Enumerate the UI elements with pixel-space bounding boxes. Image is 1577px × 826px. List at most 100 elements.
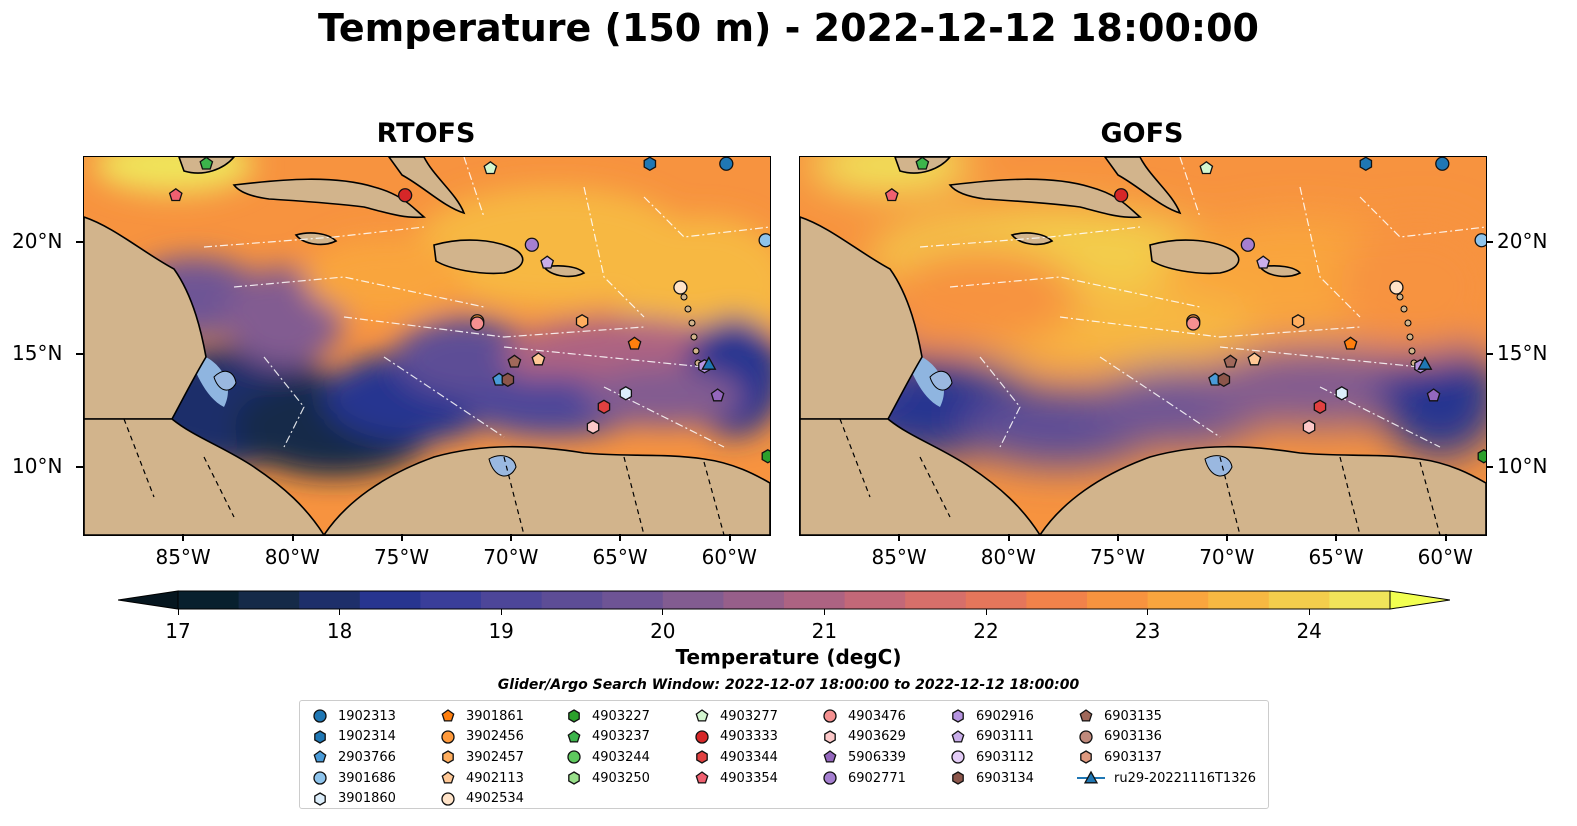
colorbar-tick-mark (339, 609, 341, 615)
legend-label: 2903766 (338, 749, 396, 765)
obs-marker-1902314 (643, 157, 657, 172)
south-america-land (1039, 445, 1486, 535)
colorbar-tick-label: 18 (326, 619, 353, 643)
island (688, 319, 696, 327)
obs-marker-3901686 (1474, 233, 1486, 248)
puerto-rico-land (1258, 265, 1302, 278)
legend-marker-icon (824, 730, 836, 744)
legend-marker-icon (567, 750, 581, 765)
obs-marker-ru29-20221116T1326 (1417, 356, 1433, 370)
colorbar-swatch (1087, 591, 1149, 609)
legend-label: 6903137 (1104, 749, 1162, 765)
legend-marker (1080, 750, 1092, 765)
legend-item: 6902771 (820, 768, 906, 789)
legend-label: 4903629 (848, 729, 906, 745)
legend-marker (951, 750, 965, 765)
obs-marker-5906339 (1426, 388, 1441, 402)
island (1404, 319, 1412, 327)
lat-tick-mark (1486, 353, 1493, 355)
eez-boundary (1299, 186, 1361, 318)
rtofs-map-panel[interactable] (83, 156, 771, 536)
legend-label: 3901861 (466, 708, 524, 724)
legend-marker-icon (442, 750, 454, 765)
temperature-blob (584, 367, 744, 427)
legend-item: 6903112 (948, 747, 1034, 768)
eez-boundary (263, 356, 305, 448)
obs-marker-6902771 (1240, 237, 1256, 252)
legend-marker (568, 709, 580, 724)
country-border (839, 418, 871, 498)
gofs-map-panel[interactable] (799, 156, 1487, 536)
island (684, 305, 692, 313)
legend-label: 5906339 (848, 749, 906, 765)
legend-marker (695, 730, 709, 744)
legend-item: 4903237 (564, 727, 650, 748)
lon-tick-label: 70°W (483, 545, 539, 569)
legend-marker-icon (1079, 730, 1093, 744)
obs-marker-ru29-20221116T1326 (701, 356, 717, 370)
eez-boundary (1179, 157, 1201, 218)
legend-marker-icon (1083, 770, 1099, 784)
obs-marker-4903629 (1302, 419, 1316, 435)
legend-marker (567, 750, 581, 765)
hispaniola-land (1149, 239, 1240, 275)
obs-marker-4903344 (597, 399, 611, 415)
legend-marker (1079, 709, 1093, 722)
legend-label: ru29-20221116T1326 (1114, 770, 1257, 786)
legend-item: 4903277 (692, 706, 778, 727)
legend-marker (567, 730, 581, 743)
legend-marker-icon (441, 730, 455, 744)
legend-item: 6903111 (948, 727, 1034, 748)
legend-label: 3901686 (338, 770, 396, 786)
legend-label: 4903344 (720, 749, 778, 765)
legend-marker-icon (314, 730, 326, 744)
legend-label: 6903136 (1104, 729, 1162, 745)
legend-label: 6903134 (976, 770, 1034, 786)
legend-label: 4903244 (592, 749, 650, 765)
colorbar-tick-label: 22 (973, 619, 999, 643)
legend-item: 4903333 (692, 727, 778, 748)
legend-marker (823, 750, 837, 764)
lon-tick-mark (1226, 534, 1229, 541)
lat-tick-label-left: 15°N (12, 341, 63, 365)
legend-marker (951, 730, 965, 743)
legend-marker-icon (696, 750, 708, 765)
lat-tick-label-left: 10°N (12, 453, 63, 478)
legend-label: 6903135 (1104, 708, 1162, 724)
lon-tick-mark (1335, 534, 1338, 541)
legend-marker-icon (567, 730, 581, 743)
lake (488, 455, 517, 477)
legend-item: 4903354 (692, 768, 778, 789)
colorbar-swatch (541, 591, 603, 609)
obs-marker-1902314 (1359, 157, 1373, 172)
colorbar-swatch (602, 591, 664, 609)
legend-label: 6903111 (976, 729, 1034, 745)
bahamas-land (1104, 157, 1182, 215)
lake (1204, 455, 1233, 477)
legend-item: 4903344 (692, 747, 778, 768)
lat-tick-mark (76, 240, 83, 243)
colorbar-swatch (481, 591, 543, 609)
eez-boundary (1359, 196, 1486, 238)
lon-tick-label: 60°W (1417, 545, 1473, 569)
colorbar-swatch (1208, 591, 1270, 609)
lon-tick-mark (619, 534, 622, 541)
legend-label: 3901860 (338, 791, 396, 807)
island (1396, 293, 1404, 301)
obs-marker-4903237 (915, 157, 930, 170)
island (690, 333, 698, 341)
cuba-land (232, 178, 427, 219)
legend-label: 4903476 (848, 708, 906, 724)
country-border (1219, 456, 1241, 535)
legend-marker-icon (823, 709, 837, 723)
legend-marker (441, 709, 455, 722)
obs-marker-4903344 (1313, 399, 1327, 415)
country-border (123, 418, 155, 498)
colorbar-tick-mark (500, 609, 502, 615)
gofs-map-svg (800, 157, 1486, 535)
colorbar-tick-mark (662, 609, 664, 615)
obs-marker-3901861 (1343, 336, 1358, 350)
colorbar-tick-mark (1308, 609, 1310, 615)
country-border (919, 456, 951, 518)
south-america-land (323, 445, 770, 535)
